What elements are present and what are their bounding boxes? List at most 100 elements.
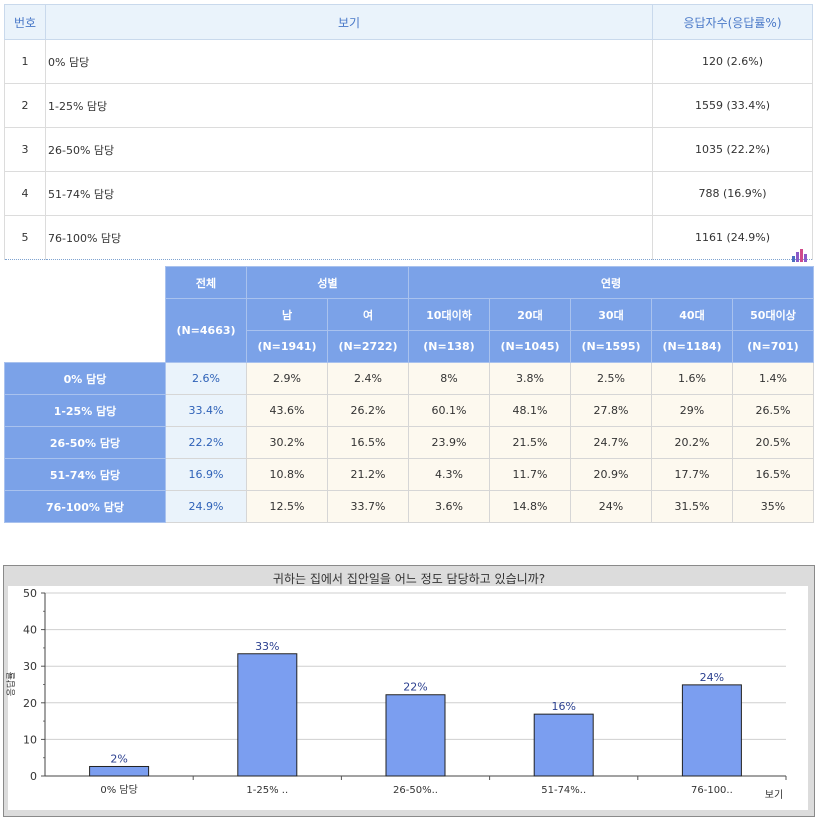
cross-cell: 16.5% xyxy=(732,458,814,491)
cross-cell: 43.6% xyxy=(246,394,328,427)
chart-panel: 귀하는 집에서 집안일을 어느 정도 담당하고 있습니까? 0 10 20 30 40 5… xyxy=(3,565,815,817)
row-count: 788 (16.9%) xyxy=(652,171,813,216)
column-label: 50대이상 xyxy=(732,298,814,331)
row-count: 1035 (22.2%) xyxy=(652,127,813,172)
summary-row: 3 26-50% 담당 1035 (22.2%) xyxy=(4,127,813,172)
cross-total-cell: 24.9% xyxy=(165,490,247,523)
column-n: (N=1045) xyxy=(489,330,571,363)
cross-total-cell: 16.9% xyxy=(165,458,247,491)
row-option: 76-100% 담당 xyxy=(45,215,653,260)
cross-row-label: 76-100% 담당 xyxy=(4,490,166,523)
cross-cell: 3.8% xyxy=(489,362,571,395)
summary-row: 2 1-25% 담당 1559 (33.4%) xyxy=(4,83,813,128)
header-total-n: (N=4663) xyxy=(165,298,247,363)
cross-cell: 8% xyxy=(408,362,490,395)
cross-row: 51-74% 담당 16.9% 10.8% 21.2% 4.3% 11.7% 20.9% 17… xyxy=(4,458,814,491)
cross-cell: 30.2% xyxy=(246,426,328,459)
row-option: 51-74% 담당 xyxy=(45,171,653,216)
cross-cell: 4.3% xyxy=(408,458,490,491)
row-option: 0% 담당 xyxy=(45,39,653,84)
header-age: 연령 xyxy=(408,266,814,299)
cross-cell: 60.1% xyxy=(408,394,490,427)
summary-row: 1 0% 담당 120 (2.6%) xyxy=(4,39,813,84)
bar xyxy=(533,713,594,777)
bar-chart: 0 10 20 30 40 50 응답률 2% 0% 담당 33% 1-25% .. 22% 26-50… xyxy=(5,587,787,801)
cross-cell: 2.4% xyxy=(327,362,409,395)
column-n: (N=1941) xyxy=(246,330,328,363)
column-label: 여 xyxy=(327,298,409,331)
cross-cell: 17.7% xyxy=(651,458,733,491)
cross-total-cell: 2.6% xyxy=(165,362,247,395)
cross-cell: 2.9% xyxy=(246,362,328,395)
column-n: (N=1184) xyxy=(651,330,733,363)
row-number: 3 xyxy=(4,127,46,172)
row-number: 2 xyxy=(4,83,46,128)
cross-cell: 24.7% xyxy=(570,426,652,459)
header-count: 응답자수(응답률%) xyxy=(652,4,813,40)
column-n: (N=1595) xyxy=(570,330,652,363)
summary-table: 번호 보기 응답자수(응답률%) 1 0% 담당 120 (2.6%) 2 1-25% … xyxy=(4,4,813,260)
bar-data-label: 24% xyxy=(700,671,724,684)
cross-row-label: 26-50% 담당 xyxy=(4,426,166,459)
x-tick-label: 76-100.. xyxy=(691,785,733,796)
cross-cell: 33.7% xyxy=(327,490,409,523)
bar xyxy=(681,684,742,777)
column-label: 30대 xyxy=(570,298,652,331)
row-count: 120 (2.6%) xyxy=(652,39,813,84)
bar-data-label: 16% xyxy=(551,700,575,713)
row-count: 1161 (24.9%) xyxy=(652,215,813,260)
x-tick-label: 1-25% .. xyxy=(246,785,288,796)
cross-row: 1-25% 담당 33.4% 43.6% 26.2% 60.1% 48.1% 27.8% 29… xyxy=(4,394,814,427)
cross-row: 0% 담당 2.6% 2.9% 2.4% 8% 3.8% 2.5% 1.6% 1.4% xyxy=(4,362,814,395)
column-n: (N=138) xyxy=(408,330,490,363)
cross-cell: 27.8% xyxy=(570,394,652,427)
y-axis-label: 응답률 xyxy=(5,672,17,697)
summary-header-row: 번호 보기 응답자수(응답률%) xyxy=(4,4,813,40)
y-tick-label: 20 xyxy=(23,697,37,710)
x-tick-label: 26-50%.. xyxy=(393,785,438,796)
column-label: 20대 xyxy=(489,298,571,331)
bar xyxy=(237,653,298,777)
cross-cell: 16.5% xyxy=(327,426,409,459)
row-option: 26-50% 담당 xyxy=(45,127,653,172)
cross-cell: 48.1% xyxy=(489,394,571,427)
column-label: 남 xyxy=(246,298,328,331)
cross-cell: 3.6% xyxy=(408,490,490,523)
bar-data-label: 33% xyxy=(255,640,279,653)
column-label: 10대이하 xyxy=(408,298,490,331)
header-number: 번호 xyxy=(4,4,46,40)
cross-cell: 26.2% xyxy=(327,394,409,427)
cross-table: 전체 성별 연령 (N=4663) 남 여 10대이하 20대 30대 40대 50대이상 … xyxy=(4,266,814,523)
row-number: 4 xyxy=(4,171,46,216)
cross-cell: 1.6% xyxy=(651,362,733,395)
summary-row: 4 51-74% 담당 788 (16.9%) xyxy=(4,171,813,216)
bar xyxy=(89,765,150,777)
cross-row: 76-100% 담당 24.9% 12.5% 33.7% 3.6% 14.8% 24% 31.… xyxy=(4,490,814,523)
cross-cell: 14.8% xyxy=(489,490,571,523)
row-option: 1-25% 담당 xyxy=(45,83,653,128)
bar xyxy=(385,694,446,777)
cross-total-cell: 33.4% xyxy=(165,394,247,427)
cross-cell: 21.5% xyxy=(489,426,571,459)
cross-cell: 1.4% xyxy=(732,362,814,395)
cross-cell: 21.2% xyxy=(327,458,409,491)
column-n: (N=2722) xyxy=(327,330,409,363)
column-n: (N=701) xyxy=(732,330,814,363)
cross-cell: 24% xyxy=(570,490,652,523)
x-tick-label: 51-74%.. xyxy=(541,785,586,796)
cross-cell: 20.5% xyxy=(732,426,814,459)
header-total: 전체 xyxy=(165,266,247,299)
bar-chart-icon[interactable] xyxy=(791,248,809,265)
cross-row-label: 51-74% 담당 xyxy=(4,458,166,491)
column-label: 40대 xyxy=(651,298,733,331)
bar-data-label: 22% xyxy=(403,681,427,694)
cross-row-label: 1-25% 담당 xyxy=(4,394,166,427)
cross-cell: 11.7% xyxy=(489,458,571,491)
cross-cell: 23.9% xyxy=(408,426,490,459)
row-count: 1559 (33.4%) xyxy=(652,83,813,128)
cross-table-corner xyxy=(4,266,166,363)
y-tick-label: 50 xyxy=(23,587,37,600)
x-tick-label: 0% 담당 xyxy=(100,784,137,796)
bar-data-label: 2% xyxy=(110,752,127,765)
cross-cell: 20.2% xyxy=(651,426,733,459)
